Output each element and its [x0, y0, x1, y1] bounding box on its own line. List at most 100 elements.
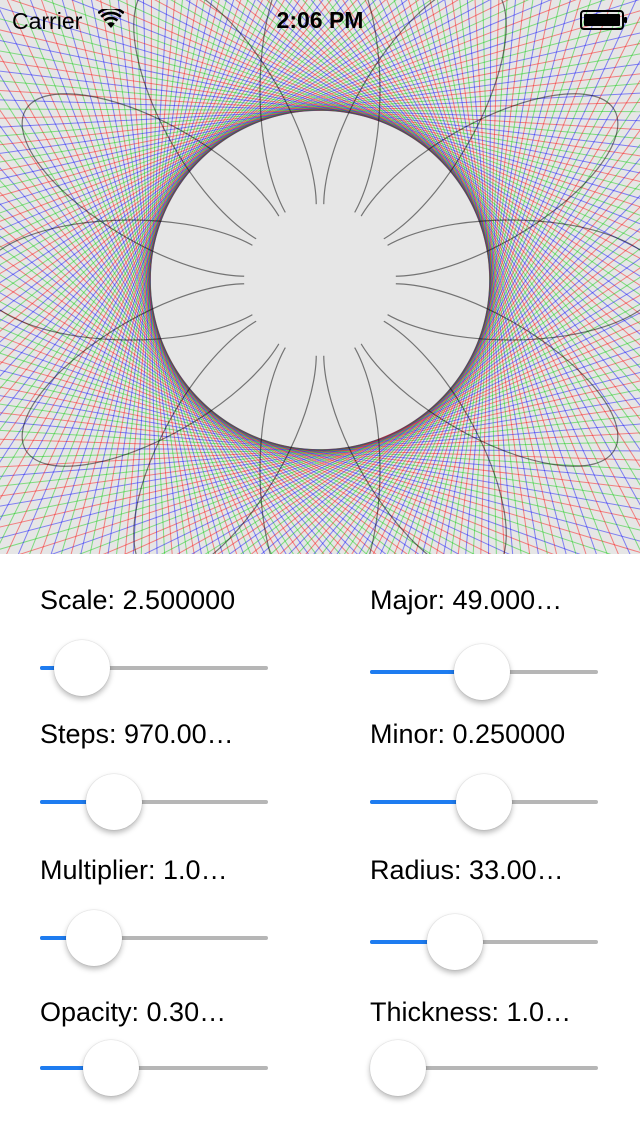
major-slider[interactable] — [370, 642, 598, 702]
spiro-line — [18, 0, 252, 554]
radius-slider-thumb[interactable] — [426, 914, 483, 970]
spirograph-drawing — [0, 0, 640, 554]
steps-label: Steps: 970.00… — [40, 719, 234, 749]
multiplier-slider-thumb[interactable] — [65, 910, 122, 966]
spiro-line — [140, 0, 160, 554]
spiro-line — [302, 0, 640, 393]
spiro-line — [117, 0, 640, 242]
steps-slider-thumb[interactable] — [86, 774, 143, 830]
spiro-line — [0, 0, 358, 365]
minor-slider-thumb[interactable] — [456, 774, 512, 830]
spiro-line — [364, 0, 640, 528]
spiro-line — [326, 0, 640, 435]
spiro-line — [116, 0, 183, 554]
spiro-line — [6, 0, 263, 554]
steps-slider-track — [40, 800, 268, 804]
spiro-line — [19, 355, 640, 554]
spiro-line — [266, 0, 640, 346]
spiro-line — [170, 0, 640, 268]
spiro-line — [107, 0, 191, 554]
spiro-line — [109, 0, 188, 554]
spiro-line — [457, 0, 525, 554]
spirograph-canvas — [0, 0, 640, 554]
status-time: 2:06 PM — [276, 7, 364, 33]
steps-slider-fill — [40, 800, 115, 804]
spiro-line — [310, 0, 640, 407]
spiro-line — [0, 125, 309, 554]
spiro-line — [0, 54, 280, 554]
spiro-line — [228, 257, 640, 554]
spiro-line — [393, 0, 608, 554]
spiro-line — [100, 0, 195, 554]
major-slider-thumb[interactable] — [454, 644, 511, 700]
spiro-line — [0, 0, 577, 222]
spiro-line — [260, 228, 640, 554]
spiro-line — [393, 0, 614, 554]
spiro-line — [81, 0, 210, 554]
spiro-line — [240, 248, 640, 554]
opacity-slider-thumb[interactable] — [83, 1040, 139, 1096]
spiro-line — [0, 0, 432, 293]
spiro-line — [0, 63, 640, 154]
multiplier-slider-track — [40, 936, 268, 940]
scale-slider[interactable] — [40, 638, 268, 698]
radius-slider-track — [370, 940, 598, 944]
spiro-line — [0, 0, 316, 431]
spiro-line — [0, 0, 459, 275]
minor-slider-fill — [370, 800, 484, 804]
spiro-line — [0, 0, 509, 248]
spiro-line — [154, 0, 640, 259]
spiro-line — [89, 0, 206, 554]
scale-slider-thumb[interactable] — [53, 640, 110, 696]
spiro-line — [0, 352, 612, 554]
spiro-line — [0, 274, 432, 554]
spiro-line — [0, 327, 531, 554]
spiro-line — [321, 143, 640, 554]
scale-slider-track — [40, 666, 268, 670]
spiro-line — [102, 329, 640, 554]
thickness-label: Thickness: 1.0… — [370, 997, 572, 1027]
thickness-slider[interactable] — [370, 1038, 598, 1098]
spiro-line — [0, 438, 640, 461]
spiro-line — [365, 39, 640, 554]
spiro-line — [0, 403, 640, 500]
spiro-line — [0, 344, 581, 554]
multiplier-slider[interactable] — [40, 908, 268, 968]
spiro-line — [293, 0, 640, 381]
spiro-line — [0, 179, 341, 554]
wifi-icon — [98, 9, 124, 28]
minor-slider[interactable] — [370, 772, 598, 832]
spiro-line — [466, 0, 514, 554]
spiro-line — [0, 32, 273, 554]
spiro-line — [70, 0, 640, 225]
spiro-line — [134, 0, 166, 554]
opacity-slider[interactable] — [40, 1038, 268, 1098]
spiro-line — [0, 21, 640, 189]
spiro-line — [0, 0, 324, 417]
carrier-label: Carrier — [12, 8, 83, 34]
steps-slider[interactable] — [40, 772, 268, 832]
spiro-line — [414, 0, 581, 554]
spiro-line — [0, 441, 640, 458]
spiro-line — [451, 0, 531, 554]
spiro-line — [29, 0, 245, 554]
spiro-line — [126, 0, 173, 554]
spiro-line — [98, 0, 198, 554]
spiro-line — [0, 18, 640, 191]
spiro-line — [371, 0, 640, 551]
spiro-line — [0, 361, 640, 553]
spiro-line — [0, 203, 358, 554]
spiro-line — [0, 10, 640, 197]
major-control: Major: 49.000… — [370, 584, 598, 700]
scale-control: Scale: 2.500000 — [40, 584, 268, 696]
spiro-line — [0, 9, 266, 554]
thickness-slider-thumb[interactable] — [370, 1040, 426, 1096]
spiro-line — [17, 0, 256, 554]
opacity-control: Opacity: 0.30… — [40, 996, 268, 1106]
radius-slider[interactable] — [370, 912, 598, 972]
spiro-line — [0, 335, 554, 554]
spiro-line — [443, 0, 543, 554]
spiro-line — [0, 371, 640, 539]
spiro-line — [275, 0, 640, 357]
spiro-line — [351, 79, 640, 554]
